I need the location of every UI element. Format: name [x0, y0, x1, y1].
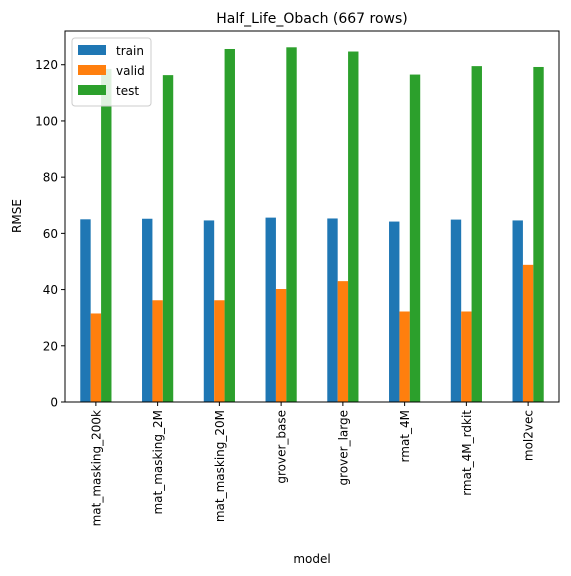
- bar-valid-rmat_4M_rdkit: [461, 311, 472, 402]
- y-tick-label: 100: [35, 114, 58, 128]
- chart-title: Half_Life_Obach (667 rows): [216, 11, 408, 27]
- plot-frame: [64, 30, 560, 403]
- y-tick-label: 20: [43, 339, 58, 353]
- x-tick-label: mol2vec: [522, 410, 536, 461]
- y-axis: 0 20 40 60 80 100 120: [35, 58, 65, 410]
- bar-valid-mat_masking_2M: [152, 300, 163, 402]
- bar-train-rmat_4M: [389, 221, 400, 402]
- x-tick-label: mat_masking_20M: [213, 410, 227, 522]
- bar-train-grover_base: [265, 217, 276, 402]
- bar-train-mat_masking_2M: [142, 218, 153, 402]
- legend-label-test: test: [116, 84, 139, 98]
- bar-test-mol2vec: [533, 66, 544, 402]
- bar-train-rmat_4M_rdkit: [450, 219, 462, 402]
- bar-valid-rmat_4M: [399, 311, 410, 402]
- x-tick-label: rmat_4M_rdkit: [460, 410, 474, 496]
- x-tick-label: rmat_4M: [398, 410, 412, 462]
- x-tick-label: mat_masking_2M: [151, 410, 165, 515]
- bar-valid-grover_large: [337, 281, 349, 402]
- legend-label-valid: valid: [116, 64, 145, 78]
- bar-test-mat_masking_20M: [224, 48, 235, 403]
- y-tick-label: 40: [43, 283, 58, 297]
- bar-valid-mat_masking_20M: [214, 300, 225, 402]
- y-tick-label: 120: [35, 58, 58, 72]
- y-tick-label: 80: [43, 171, 58, 185]
- legend-swatch-train: [78, 45, 106, 55]
- legend-label-train: train: [116, 44, 144, 58]
- x-tick-label: mat_masking_200k: [89, 410, 103, 526]
- bar-test-grover_base: [286, 47, 297, 403]
- y-tick-label: 60: [43, 227, 58, 241]
- legend-swatch-test: [78, 85, 106, 95]
- bar-train-mat_masking_20M: [203, 220, 215, 402]
- y-tick-label: 0: [50, 396, 58, 410]
- x-axis: mat_masking_200k mat_masking_2M mat_maskin…: [89, 402, 536, 526]
- bar-test-rmat_4M_rdkit: [471, 66, 482, 402]
- bar-train-mat_masking_200k: [80, 219, 91, 402]
- x-tick-label: grover_large: [336, 410, 350, 485]
- bar-test-rmat_4M: [409, 74, 421, 402]
- bar-valid-mat_masking_200k: [90, 313, 102, 402]
- bar-valid-mol2vec: [522, 264, 534, 402]
- y-axis-label: RMSE: [10, 199, 24, 233]
- bars-group: [80, 47, 544, 403]
- bar-test-mat_masking_200k: [101, 68, 112, 402]
- bar-train-grover_large: [327, 218, 338, 402]
- bar-train-mol2vec: [512, 220, 523, 402]
- x-tick-label: grover_base: [275, 410, 289, 484]
- bar-test-grover_large: [348, 51, 359, 403]
- legend-swatch-valid: [78, 65, 106, 75]
- bar-test-mat_masking_2M: [162, 75, 174, 402]
- x-axis-label: model: [293, 552, 330, 566]
- legend: train valid test: [71, 37, 152, 107]
- bar-valid-grover_base: [275, 289, 287, 402]
